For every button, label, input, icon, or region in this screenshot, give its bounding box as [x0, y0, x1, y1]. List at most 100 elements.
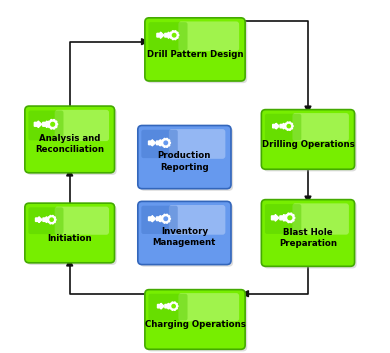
Circle shape: [174, 302, 176, 304]
Circle shape: [162, 216, 163, 217]
Circle shape: [48, 124, 50, 125]
FancyArrow shape: [43, 217, 50, 223]
Circle shape: [171, 32, 178, 39]
FancyBboxPatch shape: [261, 109, 355, 169]
FancyArrow shape: [165, 32, 172, 38]
Circle shape: [47, 219, 49, 220]
Circle shape: [287, 129, 289, 130]
Circle shape: [55, 219, 56, 220]
Circle shape: [170, 303, 177, 310]
Circle shape: [289, 129, 291, 130]
FancyBboxPatch shape: [145, 18, 245, 81]
Circle shape: [288, 216, 292, 220]
FancyArrow shape: [280, 123, 287, 129]
Circle shape: [48, 126, 50, 127]
Circle shape: [293, 217, 295, 219]
FancyArrow shape: [34, 121, 42, 128]
Circle shape: [172, 309, 173, 310]
FancyArrow shape: [158, 303, 164, 309]
FancyArrow shape: [156, 216, 163, 222]
FancyArrow shape: [271, 215, 279, 221]
Circle shape: [48, 216, 55, 223]
Circle shape: [170, 303, 172, 305]
Circle shape: [176, 37, 178, 38]
FancyBboxPatch shape: [145, 289, 245, 349]
FancyBboxPatch shape: [28, 207, 64, 234]
FancyBboxPatch shape: [265, 114, 301, 140]
Circle shape: [286, 215, 287, 216]
FancyBboxPatch shape: [141, 130, 178, 158]
FancyArrow shape: [280, 215, 287, 221]
Circle shape: [48, 221, 50, 222]
Circle shape: [161, 218, 163, 220]
FancyBboxPatch shape: [138, 125, 231, 189]
Circle shape: [176, 307, 177, 309]
Text: Blast Hole
Preparation: Blast Hole Preparation: [279, 228, 337, 248]
Text: Charging Operations: Charging Operations: [145, 320, 245, 329]
FancyArrow shape: [149, 216, 156, 222]
Circle shape: [172, 31, 174, 32]
Circle shape: [288, 221, 289, 223]
Circle shape: [164, 146, 165, 147]
FancyBboxPatch shape: [25, 106, 115, 173]
Circle shape: [164, 138, 165, 140]
Circle shape: [164, 217, 168, 221]
Circle shape: [166, 214, 168, 216]
FancyBboxPatch shape: [140, 203, 233, 267]
Circle shape: [51, 127, 52, 129]
Circle shape: [177, 34, 179, 36]
Circle shape: [172, 34, 176, 37]
FancyBboxPatch shape: [149, 294, 188, 321]
Circle shape: [287, 122, 289, 124]
FancyBboxPatch shape: [141, 206, 178, 234]
FancyArrow shape: [156, 140, 163, 146]
FancyBboxPatch shape: [25, 203, 115, 263]
FancyBboxPatch shape: [55, 110, 109, 141]
FancyBboxPatch shape: [140, 127, 233, 191]
FancyBboxPatch shape: [169, 129, 225, 159]
Circle shape: [162, 215, 169, 222]
Circle shape: [284, 125, 286, 127]
FancyBboxPatch shape: [261, 199, 355, 266]
Circle shape: [292, 220, 294, 221]
FancyArrow shape: [149, 140, 156, 146]
FancyBboxPatch shape: [264, 112, 357, 172]
Circle shape: [290, 221, 292, 223]
Circle shape: [162, 220, 163, 222]
Text: Drill Pattern Design: Drill Pattern Design: [147, 50, 243, 59]
Circle shape: [172, 305, 175, 308]
Circle shape: [55, 126, 57, 127]
Circle shape: [52, 222, 53, 224]
Text: Initiation: Initiation: [47, 234, 92, 243]
FancyBboxPatch shape: [292, 203, 349, 235]
FancyBboxPatch shape: [169, 205, 225, 235]
Circle shape: [48, 217, 50, 218]
FancyBboxPatch shape: [27, 205, 117, 265]
Circle shape: [164, 214, 165, 216]
FancyBboxPatch shape: [147, 20, 247, 83]
FancyArrow shape: [157, 32, 164, 38]
Circle shape: [172, 302, 173, 304]
Circle shape: [287, 125, 291, 128]
Circle shape: [50, 216, 51, 217]
Circle shape: [170, 307, 172, 309]
Circle shape: [285, 123, 292, 130]
Circle shape: [162, 139, 169, 146]
Text: Inventory
Management: Inventory Management: [153, 227, 216, 247]
Circle shape: [289, 122, 291, 124]
Circle shape: [53, 127, 55, 129]
Circle shape: [170, 32, 172, 34]
Circle shape: [168, 140, 170, 142]
Circle shape: [292, 215, 294, 216]
Circle shape: [288, 213, 289, 215]
Circle shape: [161, 142, 163, 144]
Circle shape: [172, 38, 174, 40]
FancyBboxPatch shape: [178, 293, 239, 321]
Circle shape: [53, 120, 55, 121]
FancyBboxPatch shape: [265, 204, 301, 234]
Circle shape: [175, 38, 176, 40]
Circle shape: [176, 32, 178, 34]
Circle shape: [56, 124, 58, 125]
Circle shape: [285, 123, 287, 125]
Circle shape: [286, 214, 294, 222]
